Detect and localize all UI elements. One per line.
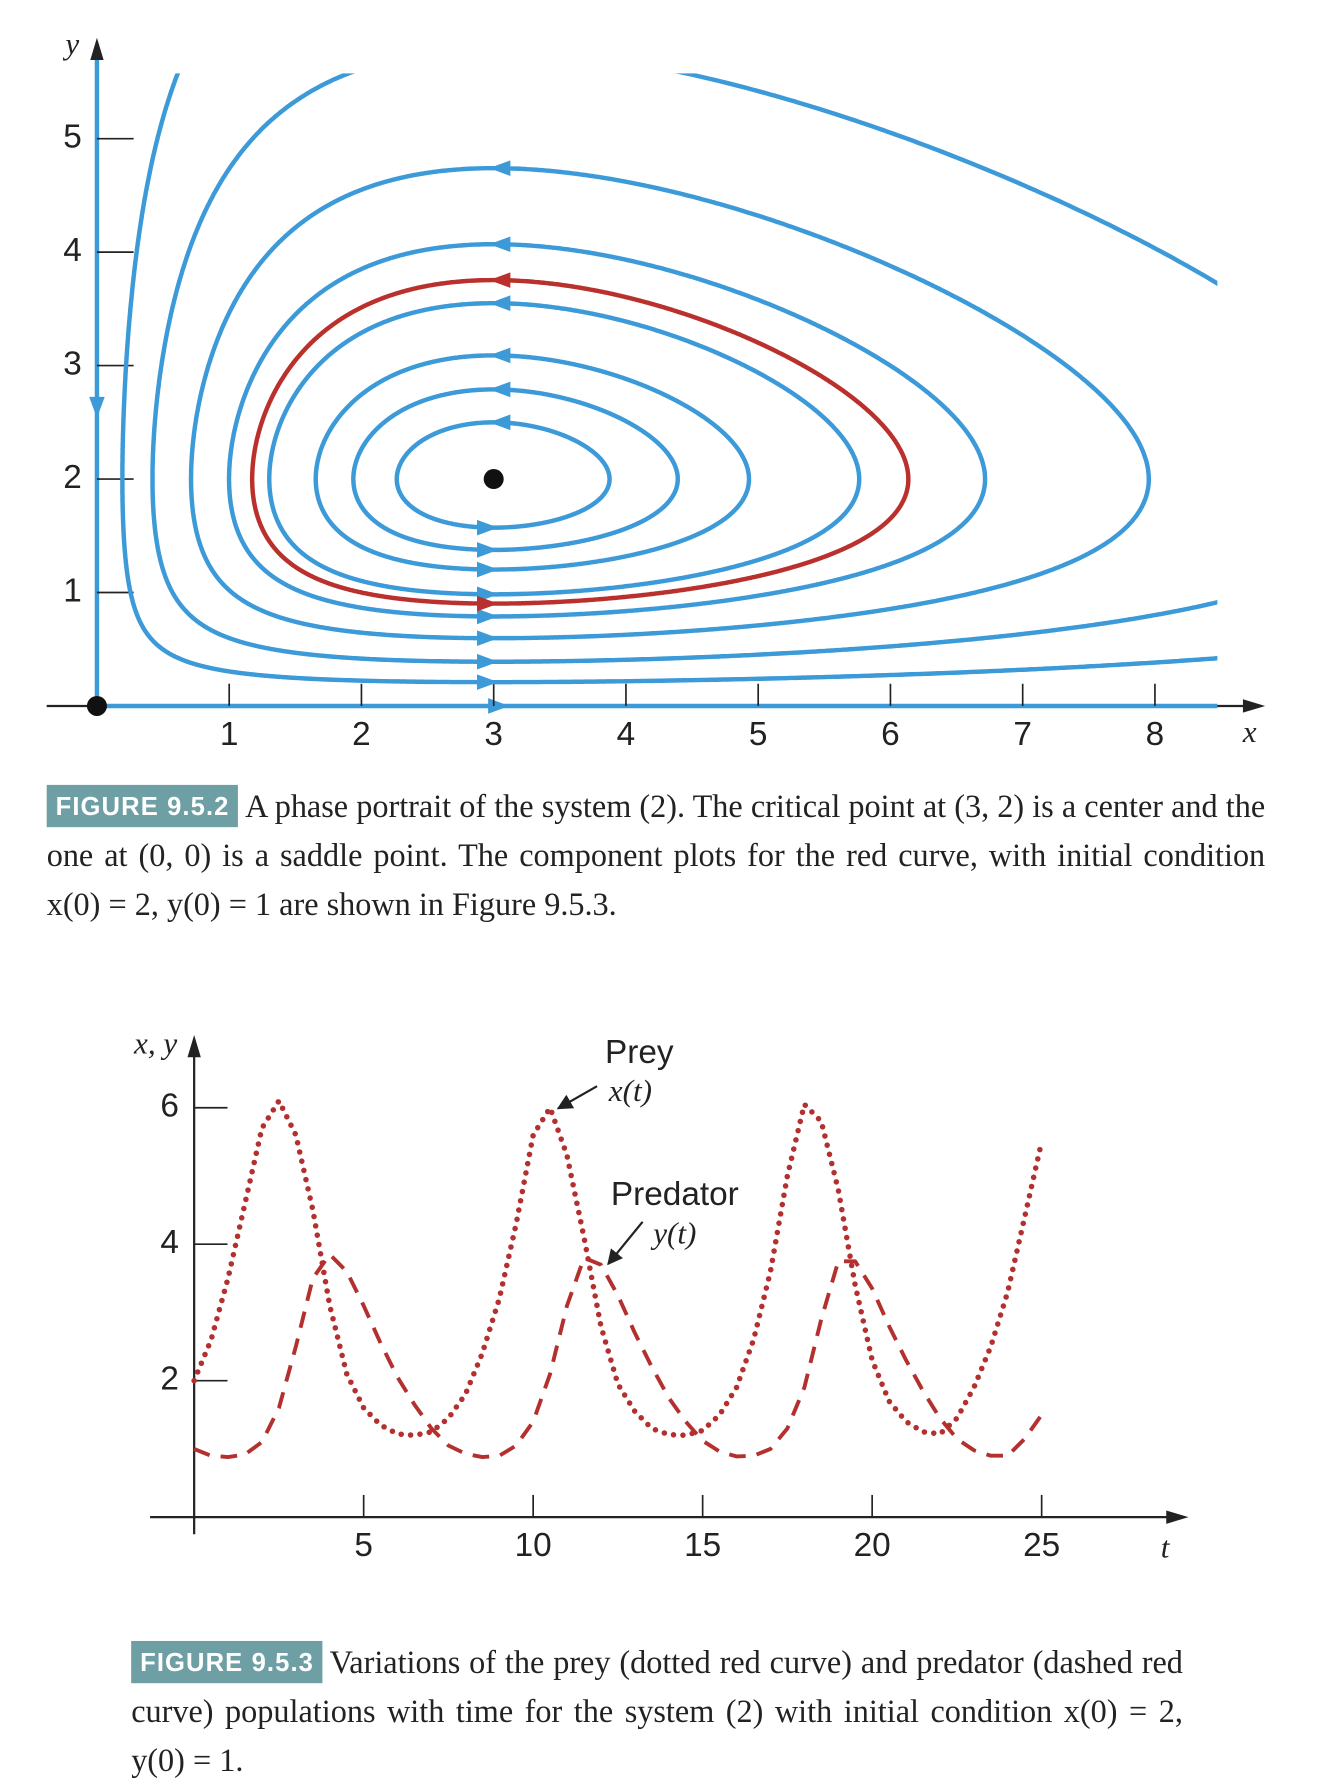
trajectory [188, 165, 1152, 641]
arrowhead [477, 595, 499, 612]
y-tick-label: 2 [160, 1361, 179, 1398]
y-axis-label: y [62, 26, 79, 61]
caption: FIGURE 9.5.3 Variations of the prey (dott… [131, 1639, 1183, 1786]
arrowhead [90, 37, 104, 61]
y-tick-label: 4 [63, 232, 82, 269]
arrowhead [489, 160, 511, 176]
x-tick-label: 7 [1013, 716, 1032, 753]
x-tick-label: 5 [749, 716, 768, 753]
y-tick-label: 1 [63, 572, 82, 609]
arrowhead [488, 698, 510, 714]
x-tick-label: 15 [684, 1527, 721, 1564]
y-tick-label: 3 [63, 345, 82, 382]
x-tick-label: 25 [1023, 1527, 1060, 1564]
x-tick-label: 10 [515, 1527, 552, 1564]
arrowhead [187, 1035, 201, 1058]
annotation: Prey [605, 1034, 674, 1071]
x-axis-label: t [1161, 1530, 1171, 1565]
x-tick-label: 2 [352, 716, 371, 753]
y-tick-label: 6 [160, 1088, 179, 1125]
arrowhead [477, 561, 499, 578]
arrowhead [477, 542, 499, 558]
caption: FIGURE 9.5.2 A phase portrait of the syst… [46, 783, 1266, 930]
trajectory [267, 300, 862, 597]
trajectories [120, 42, 1218, 690]
critical-point [86, 695, 107, 716]
critical-point [483, 469, 504, 490]
arrowhead [489, 295, 511, 311]
trajectory [249, 277, 911, 606]
figure-label: FIGURE 9.5.3 [131, 1640, 323, 1684]
trajectory [313, 353, 752, 572]
arrowhead [477, 653, 499, 670]
arrowhead [1242, 699, 1266, 713]
series-line [191, 1098, 1045, 1439]
arrowhead [489, 272, 511, 288]
x-tick-label: 1 [220, 716, 239, 753]
x-tick-label: 6 [881, 716, 900, 753]
x-tick-label: 8 [1146, 716, 1165, 753]
annotation: Predator [611, 1176, 739, 1213]
x-tick-label: 3 [484, 716, 503, 753]
y-tick-label: 2 [63, 459, 82, 496]
arrowhead [477, 630, 499, 646]
annotation-arrow [607, 1221, 644, 1266]
arrowhead [489, 347, 511, 364]
arrowhead [1166, 1510, 1189, 1524]
trajectory [150, 73, 1218, 664]
arrowhead [489, 381, 511, 398]
trajectory [226, 242, 988, 619]
arrowhead [89, 396, 105, 419]
y-tick-label: 5 [63, 118, 82, 155]
annotation-arrow [556, 1085, 598, 1110]
x-tick-label: 20 [854, 1527, 891, 1564]
trajectory [120, 73, 1218, 685]
trajectory [394, 420, 612, 530]
y-tick-label: 4 [160, 1224, 179, 1261]
trajectory [351, 387, 680, 553]
arrowhead [477, 608, 499, 625]
arrowhead [489, 42, 510, 58]
x-tick-label: 4 [617, 716, 636, 753]
arrowhead [477, 674, 499, 690]
figure-label: FIGURE 9.5.2 [46, 784, 239, 828]
y-axis-label: x, y [133, 1025, 177, 1060]
series-line [193, 1252, 1044, 1460]
arrowhead [489, 236, 511, 253]
caption-text: A phase portrait of the system (2). The … [46, 789, 1266, 923]
annotation: x(t) [608, 1073, 652, 1108]
arrowhead [489, 414, 511, 431]
arrowhead [477, 519, 499, 536]
annotation: y(t) [650, 1215, 696, 1250]
x-axis-label: x [1242, 714, 1257, 749]
x-tick-label: 5 [354, 1527, 373, 1564]
